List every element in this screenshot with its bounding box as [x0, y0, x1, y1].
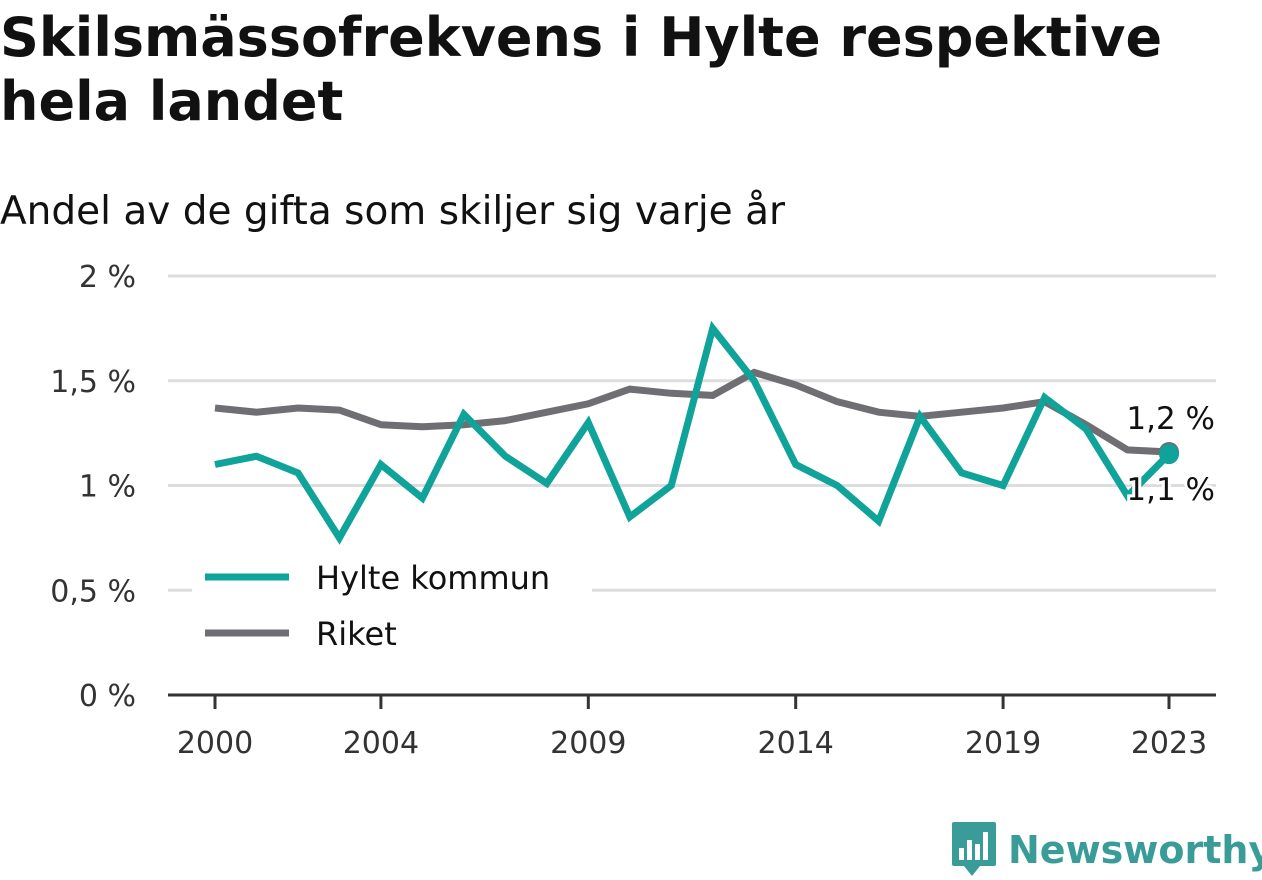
end-point: [1159, 444, 1179, 465]
series-line-hylte: [214, 320, 1172, 545]
x-tick-label: 2000: [177, 726, 253, 761]
y-tick-label: 1,5 %: [50, 365, 136, 400]
bar-chart-speech-bubble-icon: [952, 822, 996, 876]
x-tick-label: 2023: [1131, 726, 1207, 761]
legend-background: [192, 552, 592, 662]
grid-lines: [168, 274, 1216, 697]
series-lines: [214, 320, 1179, 545]
x-axis-ticks: 2000 2004 2009 2014 2019 2023: [177, 695, 1207, 761]
y-tick-label: 1 %: [79, 470, 136, 505]
legend-label: Riket: [316, 615, 397, 653]
x-tick-label: 2009: [550, 726, 626, 761]
y-tick-label: 0,5 %: [50, 574, 136, 609]
brand-name: Newsworthy: [1008, 828, 1262, 872]
end-labels: 1,2 % 1,1 %: [1123, 398, 1218, 511]
y-tick-label: 0 %: [79, 679, 136, 714]
legend: Hylte kommun Riket: [192, 552, 592, 662]
x-tick-label: 2014: [758, 726, 834, 761]
legend-label: Hylte kommun: [316, 559, 550, 597]
x-tick-label: 2004: [343, 726, 419, 761]
x-tick-label: 2019: [965, 726, 1041, 761]
newsworthy-logo: Newsworthy: [950, 820, 1262, 880]
chart-subtitle: Andel av de gifta som skiljer sig varje …: [0, 189, 786, 234]
end-label-riket: 1,2 %: [1126, 401, 1215, 437]
y-tick-label: 2 %: [79, 260, 136, 295]
y-axis-ticks: 0 % 0,5 % 1 % 1,5 % 2 %: [50, 260, 136, 714]
end-label-hylte: 1,1 %: [1126, 472, 1215, 508]
chart-title: Skilsmässofrekvens i Hylte respektive he…: [0, 6, 1163, 133]
